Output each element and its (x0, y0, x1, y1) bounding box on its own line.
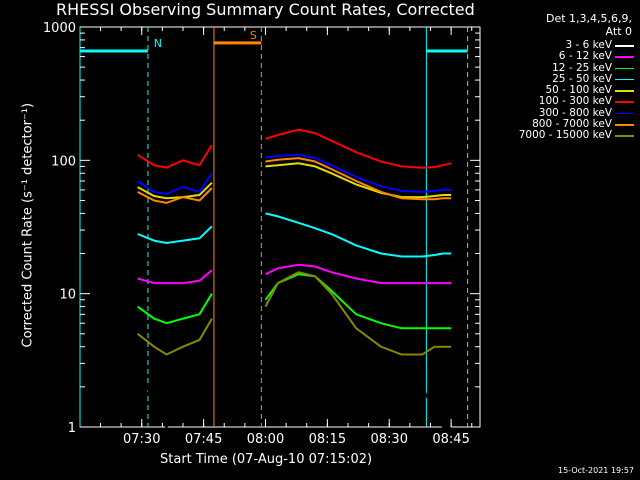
legend-label: 50 - 100 keV (545, 84, 612, 97)
series-line (137, 269, 213, 285)
legend-item: 25 - 50 keV (484, 72, 640, 85)
attenuator-lines (79, 27, 469, 427)
x-tick-label: 08:00 (247, 432, 284, 447)
series-line (265, 212, 452, 258)
legend: 3 - 6 keV 6 - 12 keV 12 - 25 keV 25 - 50 ke… (484, 39, 640, 142)
axis-ticks: 07:30 07:45 08:00 08:15 08:30 08:45 1 10 100 1000 (43, 21, 480, 447)
series-line (137, 181, 213, 200)
legend-label: 3 - 6 keV (565, 39, 612, 51)
series-line (137, 187, 213, 204)
x-tick-label: 08:45 (432, 432, 469, 447)
legend-swatch (615, 112, 634, 115)
series-line (136, 354, 213, 429)
state-markers: NS (80, 29, 468, 53)
legend-swatch (615, 101, 634, 103)
series-line (264, 271, 452, 356)
series-line (265, 128, 452, 169)
series-lines (136, 128, 452, 429)
legend-label: 800 - 7000 keV (532, 118, 612, 131)
series-line (137, 172, 213, 195)
legend-label: 6 - 12 keV (558, 50, 612, 63)
chart-title: RHESSI Observing Summary Count Rates, Co… (56, 0, 475, 19)
series-line (137, 293, 213, 325)
legend-swatch (615, 78, 634, 81)
x-tick-label: 07:30 (123, 432, 160, 447)
legend-item: 6 - 12 keV (484, 50, 640, 63)
legend-item: 100 - 300 keV (484, 96, 640, 107)
legend-swatch (615, 135, 634, 137)
series-line (264, 289, 452, 428)
y-tick-label: 10 (59, 288, 76, 303)
x-tick-label: 08:15 (309, 432, 346, 447)
legend-swatch (615, 124, 634, 126)
legend-swatch (615, 56, 634, 58)
legend-swatch (615, 67, 634, 70)
legend-item: 50 - 100 keV (484, 84, 640, 97)
series-line (265, 157, 452, 201)
state-label: N (154, 37, 162, 50)
legend-label: 12 - 25 keV (552, 61, 612, 74)
legend-item: 7000 - 15000 keV (484, 130, 640, 141)
legend-label: 7000 - 15000 keV (518, 129, 612, 142)
generated-timestamp: 15-Oct-2021 19:57 (558, 466, 634, 475)
y-tick-label: 100 (51, 154, 76, 169)
series-line (137, 225, 213, 245)
x-axis-label: Start Time (07-Aug-10 07:15:02) (160, 452, 373, 467)
legend-item: 300 - 800 keV (484, 106, 640, 119)
legend-item: 3 - 6 keV (484, 39, 640, 51)
series-line (136, 318, 213, 356)
attenuator-label: Att 0 (605, 25, 632, 38)
legend-label: 25 - 50 keV (552, 72, 612, 85)
detectors-label: Det 1,3,4,5,6,9, (545, 12, 632, 25)
y-tick-label: 1000 (43, 21, 76, 36)
y-axis-label: Corrected Count Rate (s⁻¹ detector⁻¹) (20, 102, 36, 348)
series-line (137, 144, 213, 169)
legend-swatch (615, 90, 634, 92)
legend-item: 800 - 7000 keV (484, 118, 640, 131)
series-line (265, 153, 452, 193)
legend-swatch (615, 45, 634, 47)
series-line (265, 263, 452, 285)
legend-label: 100 - 300 keV (538, 95, 612, 108)
series-line (264, 273, 452, 330)
legend-label: 300 - 800 keV (538, 106, 612, 119)
series-line (265, 162, 452, 199)
y-tick-label: 1 (68, 421, 76, 436)
state-label: S (250, 29, 257, 42)
legend-item: 12 - 25 keV (484, 61, 640, 74)
x-tick-label: 07:45 (185, 432, 222, 447)
x-tick-label: 08:30 (371, 432, 408, 447)
